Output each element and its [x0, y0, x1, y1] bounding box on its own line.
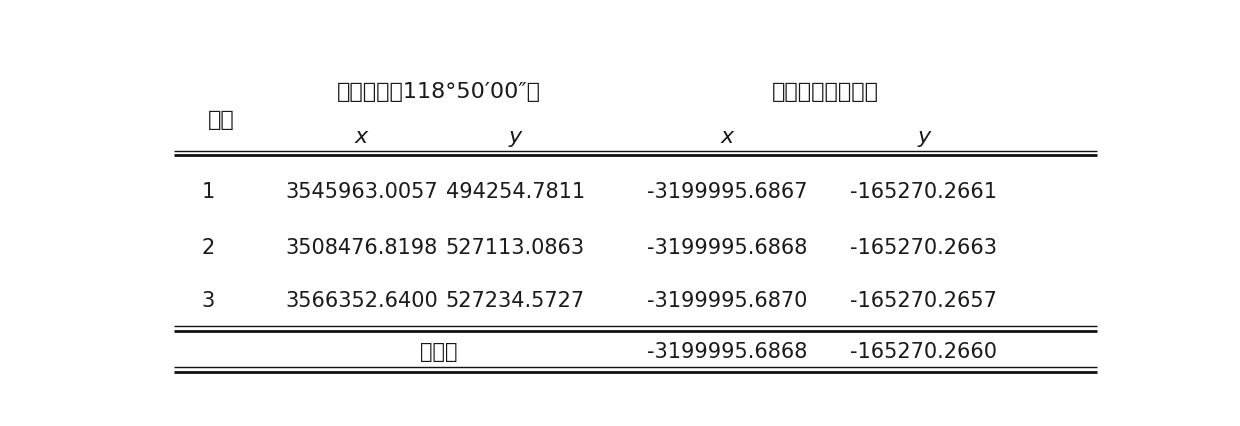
Text: 3545963.0057: 3545963.0057 [285, 182, 438, 202]
Text: -3199995.6870: -3199995.6870 [646, 291, 807, 311]
Text: 1: 1 [201, 182, 215, 202]
Text: -165270.2660: -165270.2660 [851, 342, 997, 362]
Text: 平均値: 平均値 [420, 342, 458, 362]
Text: 点号: 点号 [208, 110, 234, 130]
Text: -3199995.6867: -3199995.6867 [646, 182, 807, 202]
Text: 494254.7811: 494254.7811 [446, 182, 585, 202]
Text: x: x [720, 127, 733, 147]
Text: -3199995.6868: -3199995.6868 [646, 342, 807, 362]
Text: 国家坐标（118°50′00″）: 国家坐标（118°50′00″） [336, 82, 541, 102]
Text: 3508476.8198: 3508476.8198 [285, 238, 438, 258]
Text: y: y [508, 127, 522, 147]
Text: x: x [355, 127, 368, 147]
Text: -165270.2663: -165270.2663 [851, 238, 997, 258]
Text: 3566352.6400: 3566352.6400 [285, 291, 438, 311]
Text: 与地方系坐标差値: 与地方系坐标差値 [771, 82, 879, 102]
Text: -165270.2661: -165270.2661 [851, 182, 997, 202]
Text: 3: 3 [201, 291, 215, 311]
Text: y: y [918, 127, 930, 147]
Text: -165270.2657: -165270.2657 [851, 291, 997, 311]
Text: 527113.0863: 527113.0863 [446, 238, 585, 258]
Text: 527234.5727: 527234.5727 [446, 291, 585, 311]
Text: 2: 2 [201, 238, 215, 258]
Text: -3199995.6868: -3199995.6868 [646, 238, 807, 258]
